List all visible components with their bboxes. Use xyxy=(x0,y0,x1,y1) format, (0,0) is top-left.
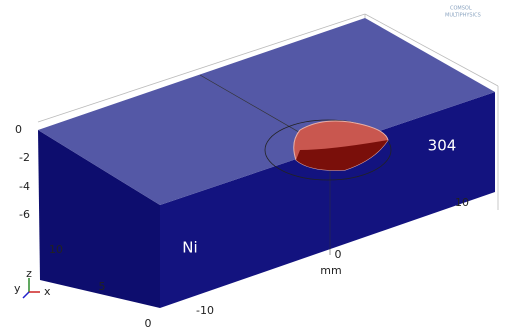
z-tick-label: -2 xyxy=(19,151,30,164)
x-tick-label: 10 xyxy=(455,196,469,209)
x-axis-unit: mm xyxy=(320,264,341,277)
y-tick-label: 10 xyxy=(49,243,63,256)
z-tick-label: -4 xyxy=(19,180,30,193)
x-tick-label: 0 xyxy=(335,248,342,261)
z-tick-label: 0 xyxy=(15,123,22,136)
material-label: 304 xyxy=(428,137,457,155)
x-tick-label: -10 xyxy=(196,304,214,317)
logo: COMSOL xyxy=(450,6,472,12)
triad-label: x xyxy=(44,285,51,298)
triad-label: z xyxy=(26,267,32,280)
logo: MULTIPHYSICS xyxy=(445,13,481,19)
material-label: Ni xyxy=(182,239,197,257)
triad-label: y xyxy=(14,282,21,295)
y-tick-label: 0 xyxy=(145,317,152,330)
y-tick-label: 5 xyxy=(99,280,106,293)
model-view: COMSOL MULTIPHYSICS 0 -2 -4 -6 10 5 0 -1… xyxy=(0,0,510,333)
z-tick-label: -6 xyxy=(19,208,30,221)
